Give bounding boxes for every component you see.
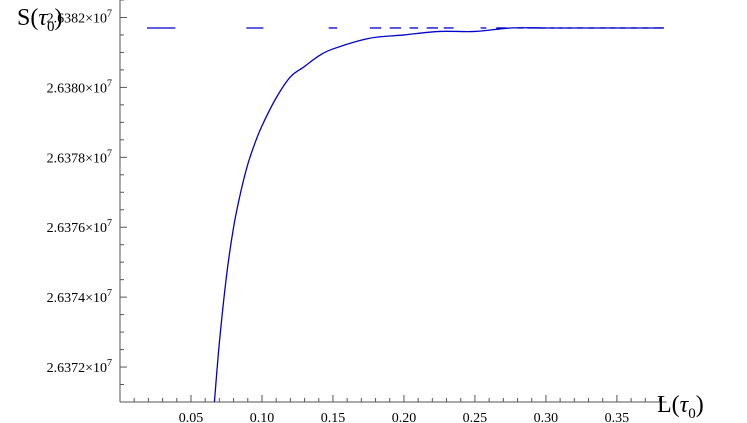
y-tick-label: 2.6372×107 [47,358,112,376]
y-tick-label: 2.6374×107 [47,288,112,306]
series-layer [146,27,664,403]
y-tick-label: 2.6378×107 [47,148,112,166]
series-line-solid [213,27,664,403]
x-tick-label: 0.30 [534,411,559,423]
x-axis: 0.05 0.10 0.15 0.20 0.25 0.30 0.35 [120,395,667,423]
x-tick-label: 0.35 [605,411,630,423]
x-axis-label: L(τ0) [657,392,704,422]
y-ticks: 2.6372×107 2.6374×107 2.6376×107 2.6378×107… [47,0,127,403]
y-axis: 2.6372×107 2.6374×107 2.6376×107 2.6378×107… [47,0,127,403]
x-tick-label: 0.10 [250,411,275,423]
y-axis-label: S(τ0) [17,5,62,35]
y-tick-label: 2.6376×107 [47,218,112,236]
x-ticks: 0.05 0.10 0.15 0.20 0.25 0.30 0.35 [133,395,661,423]
x-tick-label: 0.05 [179,411,204,423]
x-tick-label: 0.15 [321,411,346,423]
y-tick-label: 2.6382×107 [47,8,112,26]
x-tick-label: 0.25 [463,411,488,423]
y-tick-label: 2.6380×107 [47,78,112,96]
x-tick-label: 0.20 [392,411,417,423]
